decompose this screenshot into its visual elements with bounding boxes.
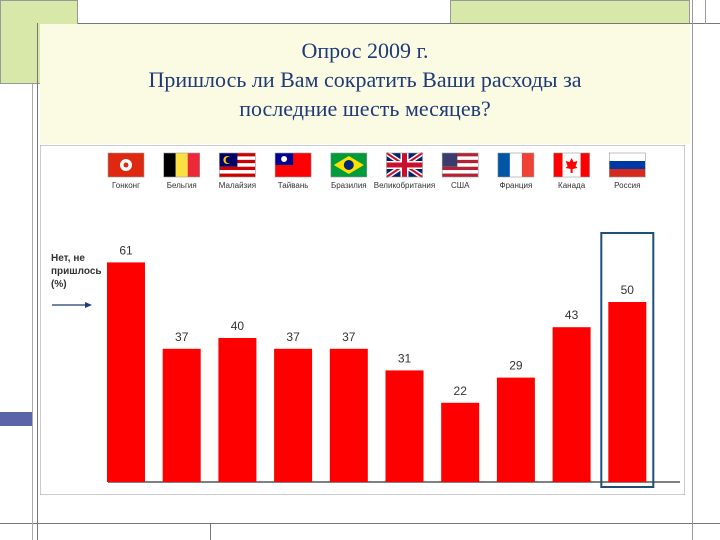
frame-line-left [37,23,38,540]
bar-value-label: 31 [398,351,412,365]
hong-kong-flag-icon [107,152,145,178]
malaysia-flag-icon [219,152,256,178]
flag-row: Гонконг Бельгия Малайзия Тайвань Бразилия Вел… [107,150,646,190]
russia-flag-icon [608,152,646,178]
bar-value-label: 22 [454,384,468,398]
bar [329,348,368,482]
y-annotation: Нет, не пришлось (%) [51,253,102,308]
bar [385,370,424,482]
bar [162,348,201,482]
frame-line-top [78,23,720,24]
category-label: Канада [558,181,586,190]
frame-accent-bottom [210,523,211,540]
y-annotation-line: пришлось [51,266,102,277]
category-label: Тайвань [278,181,309,190]
bar-value-label: 61 [119,243,133,257]
y-annotation-line: Нет, не [51,253,85,264]
frame-line-bottom [0,523,720,524]
annotation-arrowhead-icon [85,302,92,308]
category-label: Франция [500,181,533,190]
category-label: Бразилия [331,181,367,190]
category-label: США [451,181,470,190]
bar-value-label: 40 [231,319,245,333]
taiwan-flag-icon [274,152,312,178]
category-label: Великобритания [374,181,435,190]
bars-group: 61 37 40 37 37 31 22 29 43 50 [107,232,680,488]
y-annotation-line: (%) [51,279,67,290]
bar-value-label: 37 [286,330,300,344]
bar [552,327,591,482]
frame-line-left-outer [32,84,33,540]
bar-value-label: 29 [509,359,523,373]
highlight-box [600,232,655,488]
bar-value-label: 43 [565,308,579,322]
title-line-2: Пришлось ли Вам сократить Ваши расходы з… [148,67,582,92]
uk-flag-icon [385,150,424,180]
frame-line-right-outer [705,0,706,24]
bar [608,302,647,482]
category-label: Бельгия [167,181,197,190]
bar [496,377,535,482]
bar-value-label: 37 [175,330,189,344]
canada-flag-icon [553,152,590,178]
title-panel [40,24,690,144]
title-line-1: Опрос 2009 г. [301,38,429,63]
brazil-flag-icon [330,152,368,178]
usa-flag-icon [441,152,479,178]
bar [218,338,257,482]
bar [441,402,480,482]
frame-line-right [692,0,693,540]
belgium-flag-icon [163,152,200,178]
title-line-3: последние шесть месяцев? [239,96,491,121]
france-flag-icon [497,152,535,178]
bar-value-label: 37 [342,330,356,344]
bar [107,262,145,482]
category-label: Малайзия [219,181,256,190]
category-label: Гонконг [112,181,140,190]
category-label: Россия [614,181,640,190]
frame-accent-left [0,412,32,426]
bar-chart: Нет, не пришлось (%) Гонконг Бельгия Малайзи… [40,145,685,495]
bar [274,348,313,482]
bar-value-label: 50 [621,283,635,297]
page-title: Опрос 2009 г. Пришлось ли Вам сократить … [40,36,690,123]
